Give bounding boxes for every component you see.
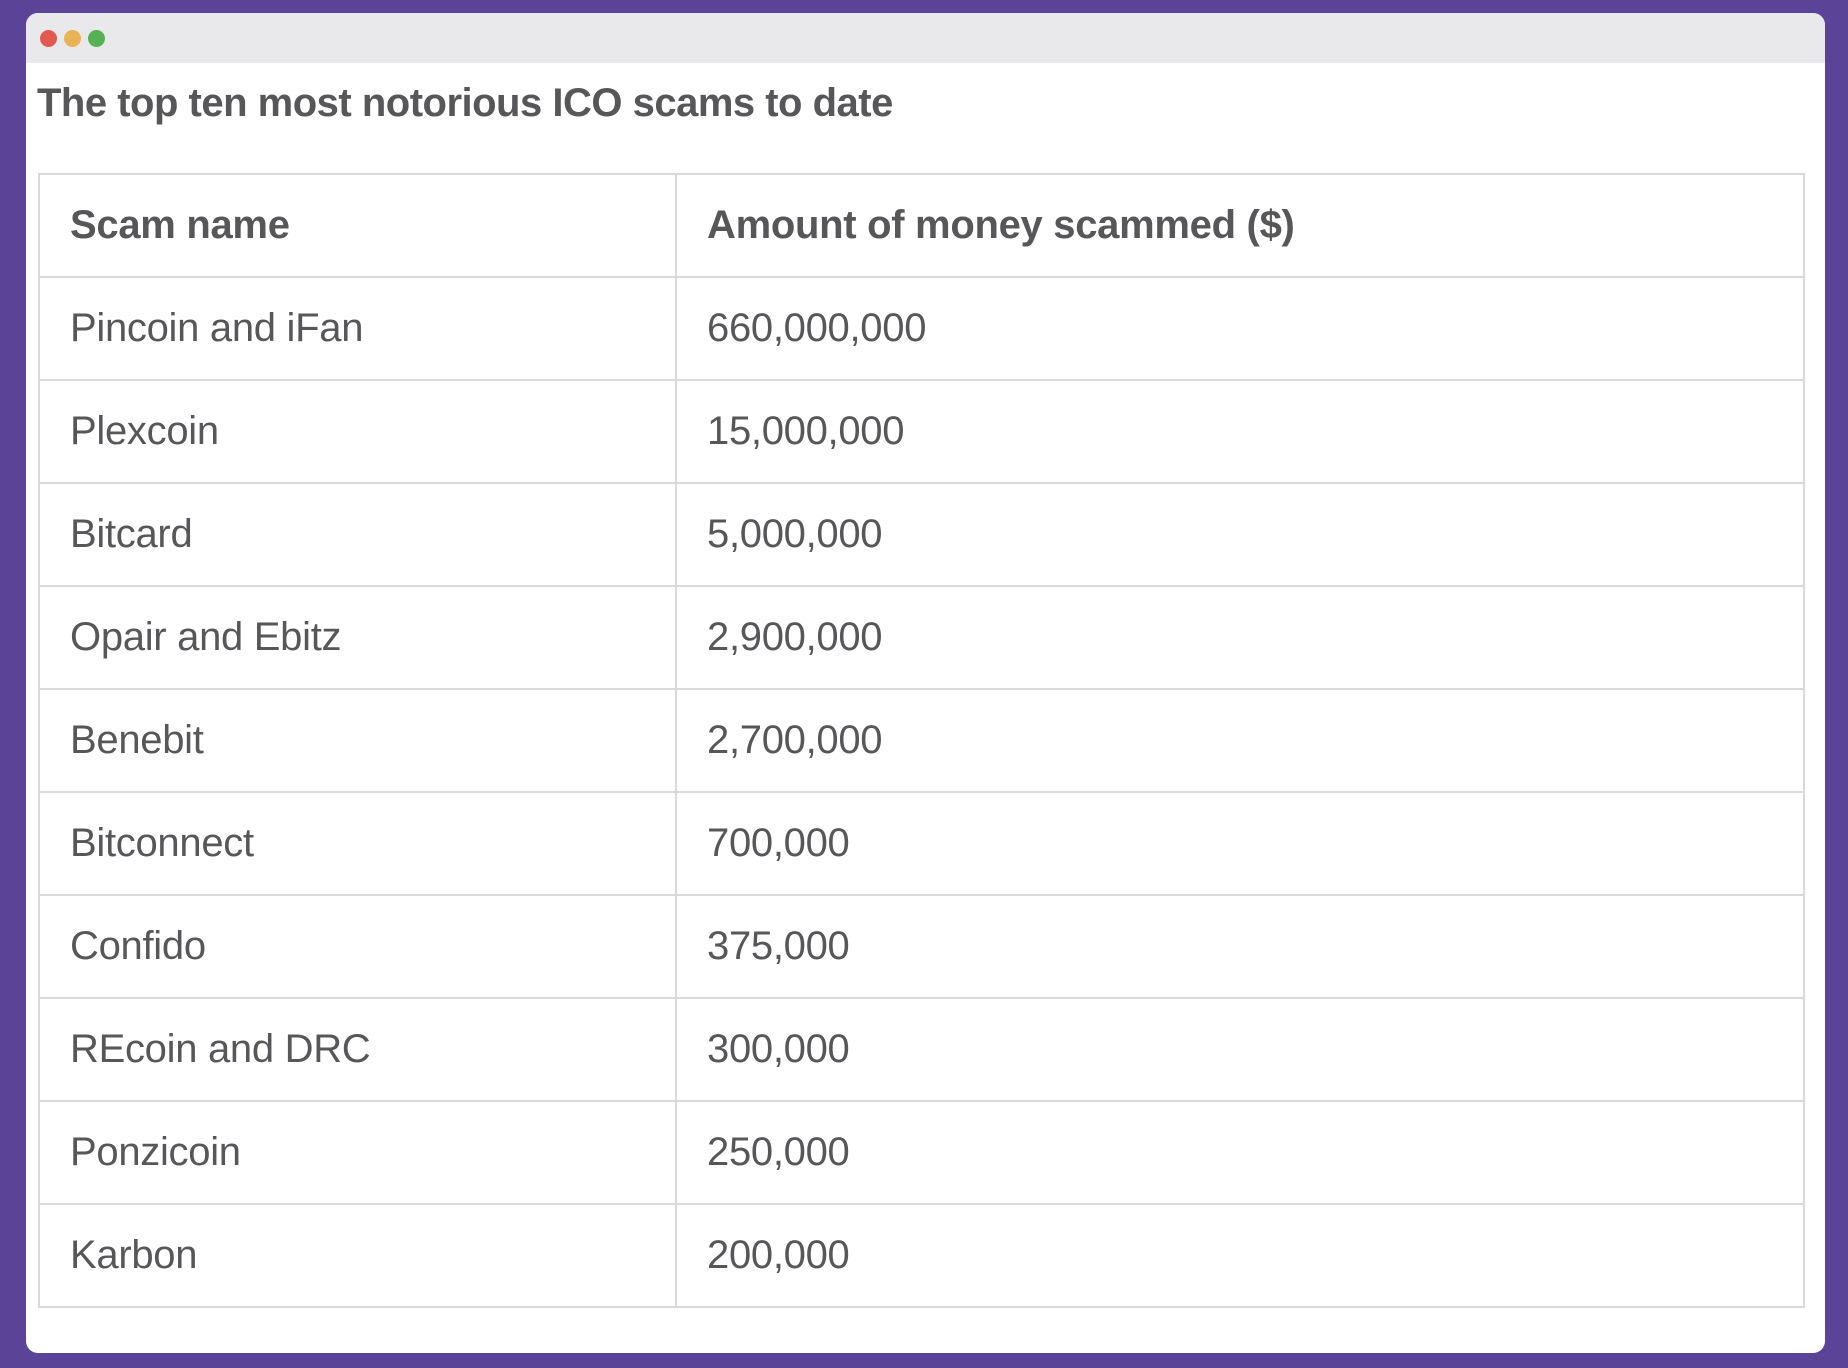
amount-cell: 2,900,000 [675, 585, 1805, 690]
scam-name-cell: Pincoin and iFan [38, 276, 677, 381]
amount-cell: 300,000 [675, 997, 1805, 1102]
amount-cell: 660,000,000 [675, 276, 1805, 381]
minimize-button[interactable] [64, 29, 81, 47]
scam-name-cell: Ponzicoin [38, 1100, 677, 1205]
table-row: Plexcoin 15,000,000 [38, 379, 1805, 484]
amount-cell: 700,000 [675, 791, 1805, 896]
scam-name-cell: Benebit [38, 688, 677, 793]
table-body: Pincoin and iFan 660,000,000 Plexcoin 15… [38, 276, 1805, 1308]
page-title: The top ten most notorious ICO scams to … [37, 81, 893, 125]
table-row: Bitcard 5,000,000 [38, 482, 1805, 587]
table-row: Opair and Ebitz 2,900,000 [38, 585, 1805, 690]
amount-cell: 200,000 [675, 1203, 1805, 1308]
app-window: The top ten most notorious ICO scams to … [26, 13, 1825, 1353]
table-row: Ponzicoin 250,000 [38, 1100, 1805, 1205]
scam-name-cell: Opair and Ebitz [38, 585, 677, 690]
table-header-row: Scam name Amount of money scammed ($) [38, 173, 1805, 278]
amount-cell: 2,700,000 [675, 688, 1805, 793]
scam-name-cell: Bitcard [38, 482, 677, 587]
scam-name-cell: Confido [38, 894, 677, 999]
amount-cell: 375,000 [675, 894, 1805, 999]
close-button[interactable] [40, 29, 57, 47]
table-row: Karbon 200,000 [38, 1203, 1805, 1308]
column-header-scam-name: Scam name [38, 173, 677, 278]
scam-name-cell: Plexcoin [38, 379, 677, 484]
amount-cell: 5,000,000 [675, 482, 1805, 587]
zoom-button[interactable] [88, 29, 105, 47]
table-row: Pincoin and iFan 660,000,000 [38, 276, 1805, 381]
window-titlebar[interactable] [26, 13, 1825, 63]
amount-cell: 250,000 [675, 1100, 1805, 1205]
scams-table: Scam name Amount of money scammed ($) Pi… [38, 173, 1805, 1308]
table-row: Confido 375,000 [38, 894, 1805, 999]
column-header-amount: Amount of money scammed ($) [675, 173, 1805, 278]
amount-cell: 15,000,000 [675, 379, 1805, 484]
scam-name-cell: REcoin and DRC [38, 997, 677, 1102]
scam-name-cell: Karbon [38, 1203, 677, 1308]
table-row: REcoin and DRC 300,000 [38, 997, 1805, 1102]
table-row: Benebit 2,700,000 [38, 688, 1805, 793]
window-content: The top ten most notorious ICO scams to … [26, 63, 1825, 1308]
table-row: Bitconnect 700,000 [38, 791, 1805, 896]
scam-name-cell: Bitconnect [38, 791, 677, 896]
